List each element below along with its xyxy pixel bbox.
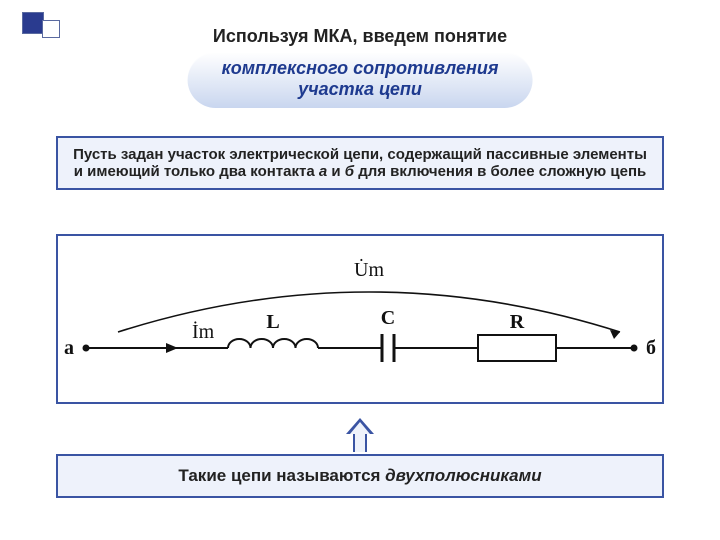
circuit-diagram-frame: а б İm L C R U̇m (56, 234, 664, 404)
desc-post: для включения в более сложную цепь (354, 163, 646, 180)
up-arrow-icon (346, 418, 374, 434)
svg-text:C: C (381, 307, 395, 329)
description-box: Пусть задан участок электрической цепи, … (56, 136, 664, 190)
desc-and: и (327, 163, 345, 180)
svg-text:İm: İm (192, 320, 215, 343)
slide-root: Используя МКА, введем понятие комплексно… (0, 0, 720, 540)
svg-text:L: L (266, 311, 279, 333)
concl-pre: Такие цепи называются (178, 466, 385, 485)
subtitle-line2: участка цепи (298, 79, 422, 99)
subtitle-line1: комплексного сопротивления (222, 58, 499, 78)
svg-text:R: R (510, 311, 525, 333)
conclusion-box: Такие цепи называются двухполюсниками (56, 454, 664, 498)
subtitle-pill: комплексного сопротивления участка цепи (188, 52, 533, 108)
desc-a: а (319, 163, 327, 180)
up-arrow-stem (353, 434, 367, 452)
svg-text:U̇m: U̇m (354, 257, 384, 281)
concl-em: двухполюсниками (385, 466, 541, 485)
desc-b: б (345, 163, 354, 180)
title-line: Используя МКА, введем понятие (0, 26, 720, 47)
circuit-diagram: а б İm L C R U̇m (58, 236, 662, 402)
svg-text:б: б (646, 337, 656, 359)
svg-text:а: а (64, 337, 74, 359)
